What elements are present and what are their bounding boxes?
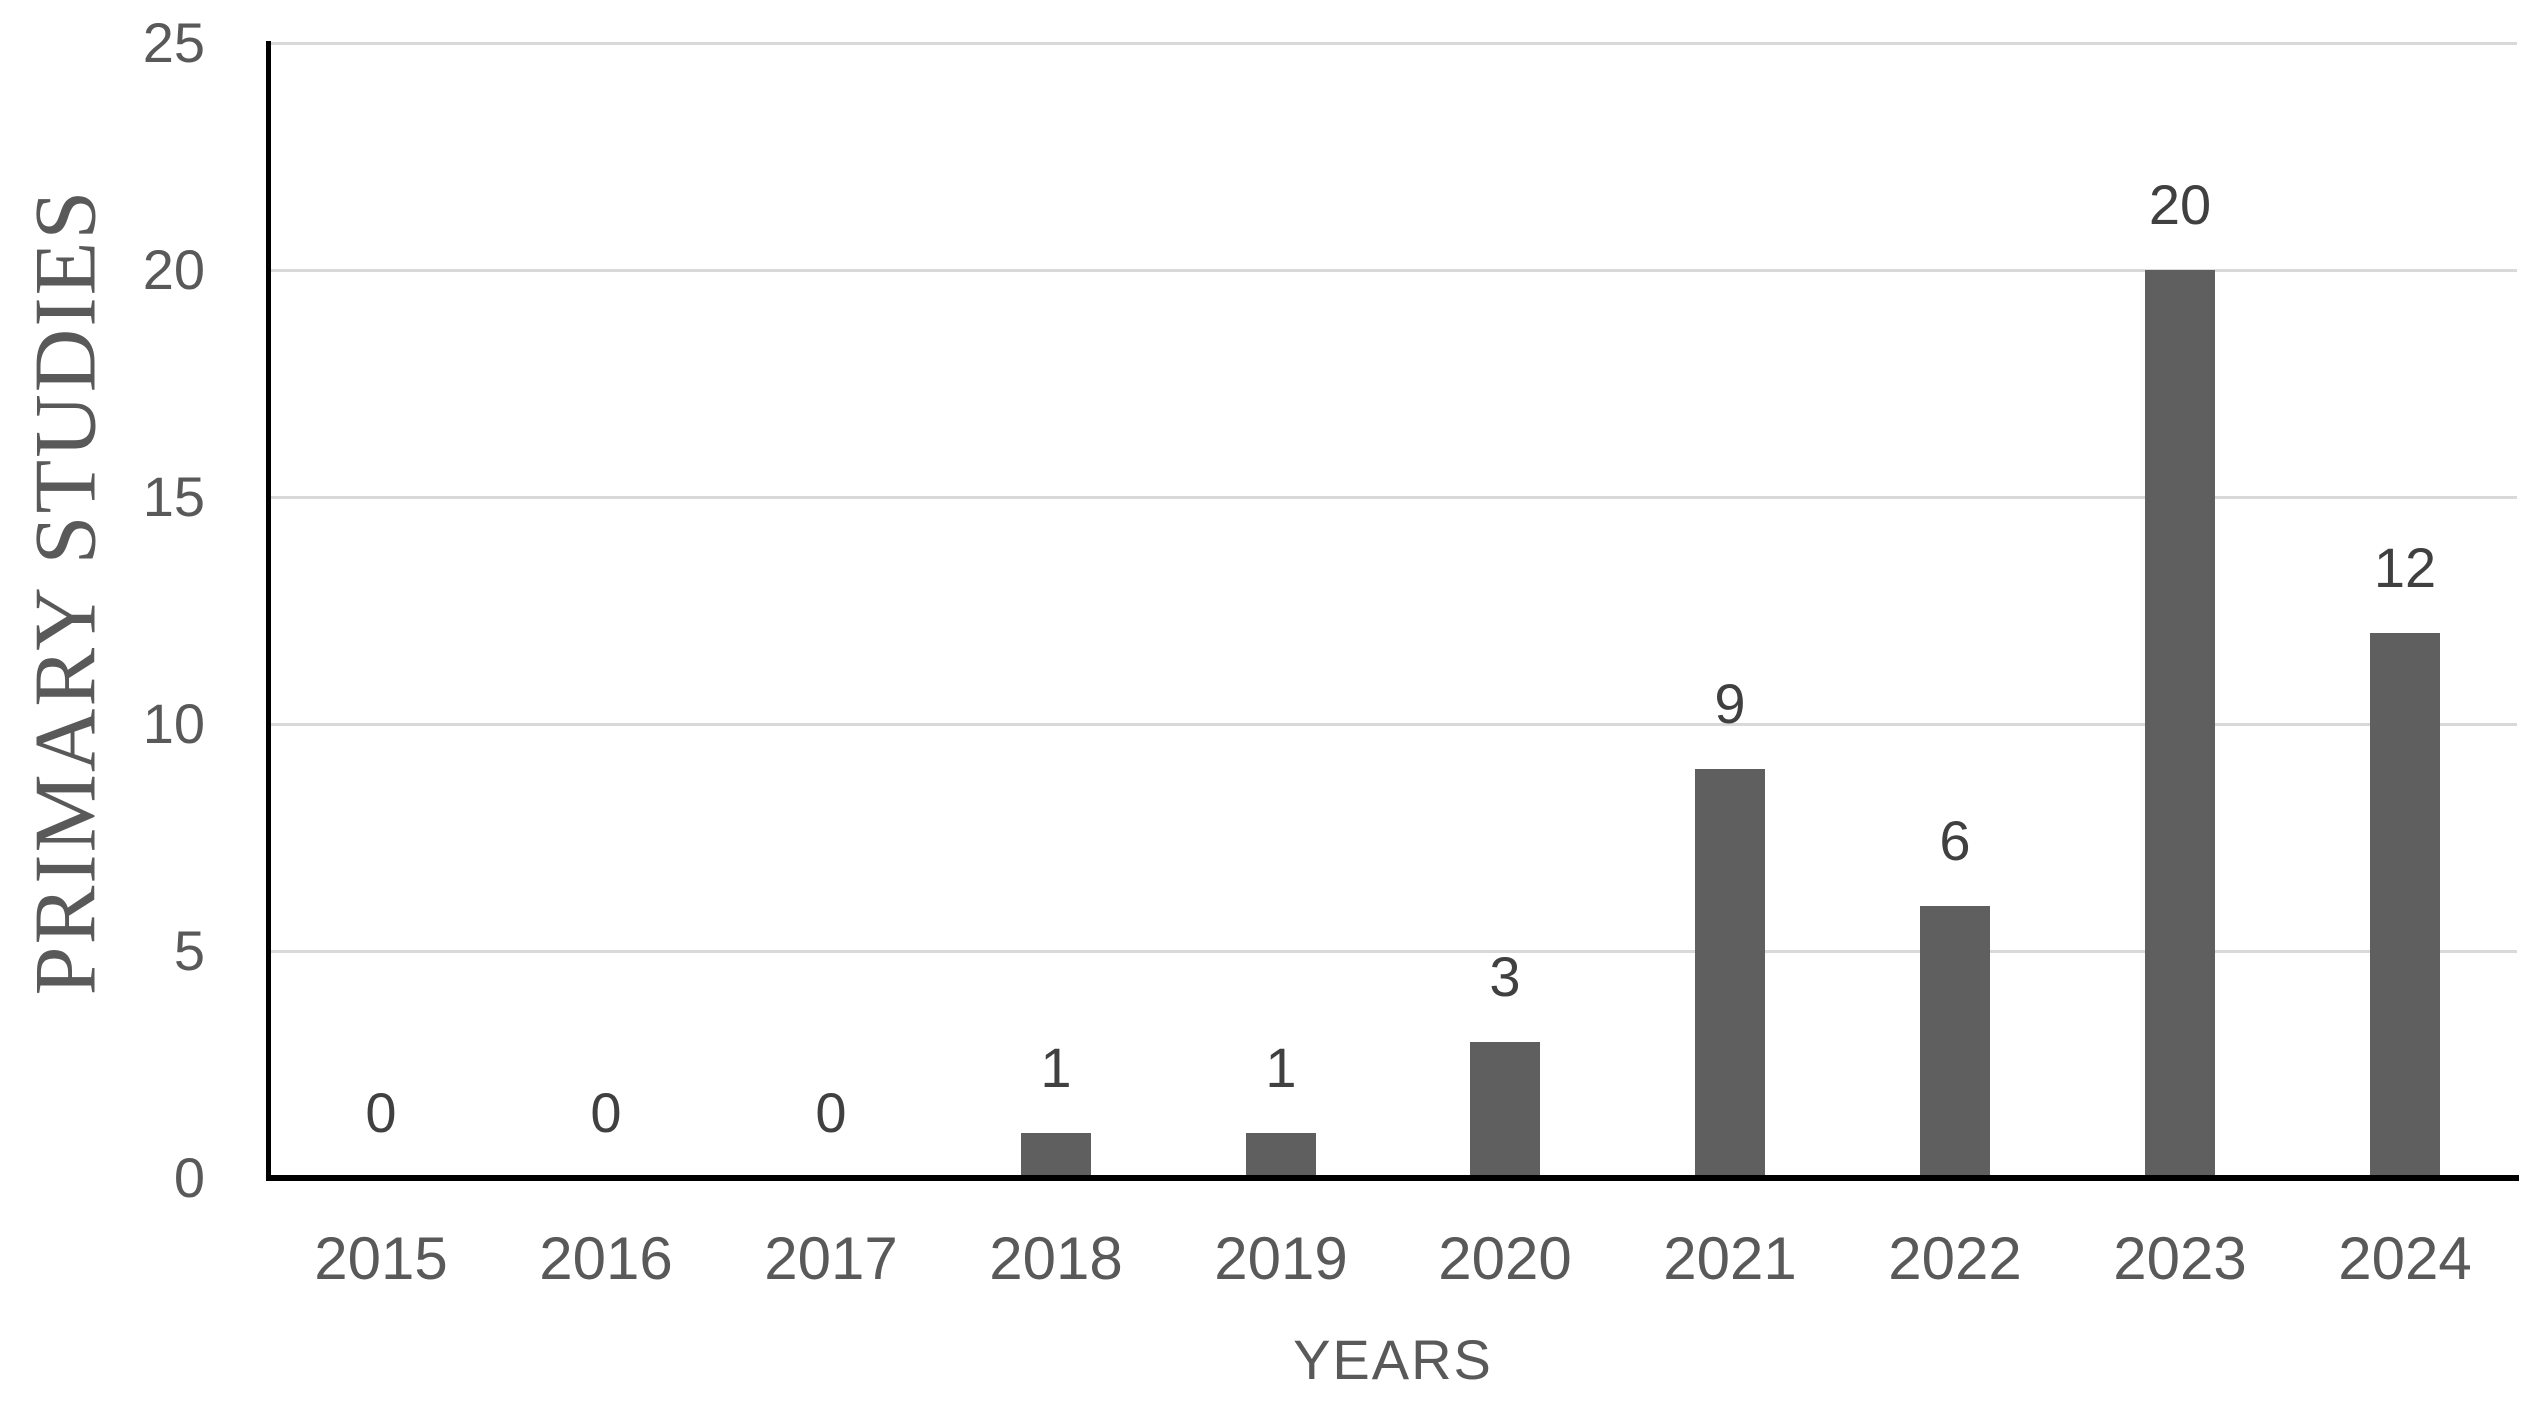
- y-tick-label-0: 0: [173, 1146, 205, 1209]
- x-tick-label-2024: 2024: [2338, 1225, 2472, 1292]
- x-tick-label-2023: 2023: [2113, 1225, 2247, 1292]
- gridline-20: [269, 269, 2517, 272]
- x-tick-label-2021: 2021: [1663, 1225, 1797, 1292]
- y-tick-label-10: 10: [142, 692, 205, 755]
- bar-2023: [2145, 270, 2215, 1178]
- y-tick-label-5: 5: [173, 919, 205, 982]
- bar-2020: [1470, 1042, 1540, 1178]
- bar-value-label-2018: 1: [1040, 1036, 1072, 1099]
- x-tick-label-2022: 2022: [1888, 1225, 2022, 1292]
- x-axis-line: [266, 1175, 2519, 1181]
- x-axis-title: YEARS: [1293, 1328, 1493, 1391]
- bar-value-label-2020: 3: [1489, 945, 1521, 1008]
- bar-value-label-2017: 0: [815, 1081, 847, 1144]
- y-tick-label-15: 15: [142, 465, 205, 528]
- bar-value-label-2019: 1: [1265, 1036, 1297, 1099]
- y-tick-label-20: 20: [142, 238, 205, 301]
- bar-2024: [2370, 633, 2440, 1178]
- bar-value-label-2023: 20: [2148, 173, 2212, 236]
- gridline-5: [269, 950, 2517, 953]
- y-tick-label-25: 25: [142, 11, 205, 74]
- bar-value-label-2015: 0: [365, 1081, 397, 1144]
- x-tick-label-2019: 2019: [1214, 1225, 1348, 1292]
- bar-value-label-2021: 9: [1714, 672, 1746, 735]
- x-tick-label-2017: 2017: [764, 1225, 898, 1292]
- x-tick-label-2020: 2020: [1438, 1225, 1572, 1292]
- x-tick-label-2015: 2015: [314, 1225, 448, 1292]
- y-axis-line: [266, 41, 271, 1181]
- bar-value-label-2022: 6: [1939, 809, 1971, 872]
- gridline-10: [269, 723, 2517, 726]
- bar-2022: [1920, 906, 1990, 1178]
- gridline-25: [269, 42, 2517, 45]
- bar-2018: [1021, 1133, 1091, 1178]
- x-tick-label-2016: 2016: [539, 1225, 673, 1292]
- gridline-15: [269, 496, 2517, 499]
- bar-2019: [1246, 1133, 1316, 1178]
- x-tick-label-2018: 2018: [989, 1225, 1123, 1292]
- bar-value-label-2024: 12: [2373, 536, 2437, 599]
- bar-2021: [1695, 769, 1765, 1178]
- bar-value-label-2016: 0: [590, 1081, 622, 1144]
